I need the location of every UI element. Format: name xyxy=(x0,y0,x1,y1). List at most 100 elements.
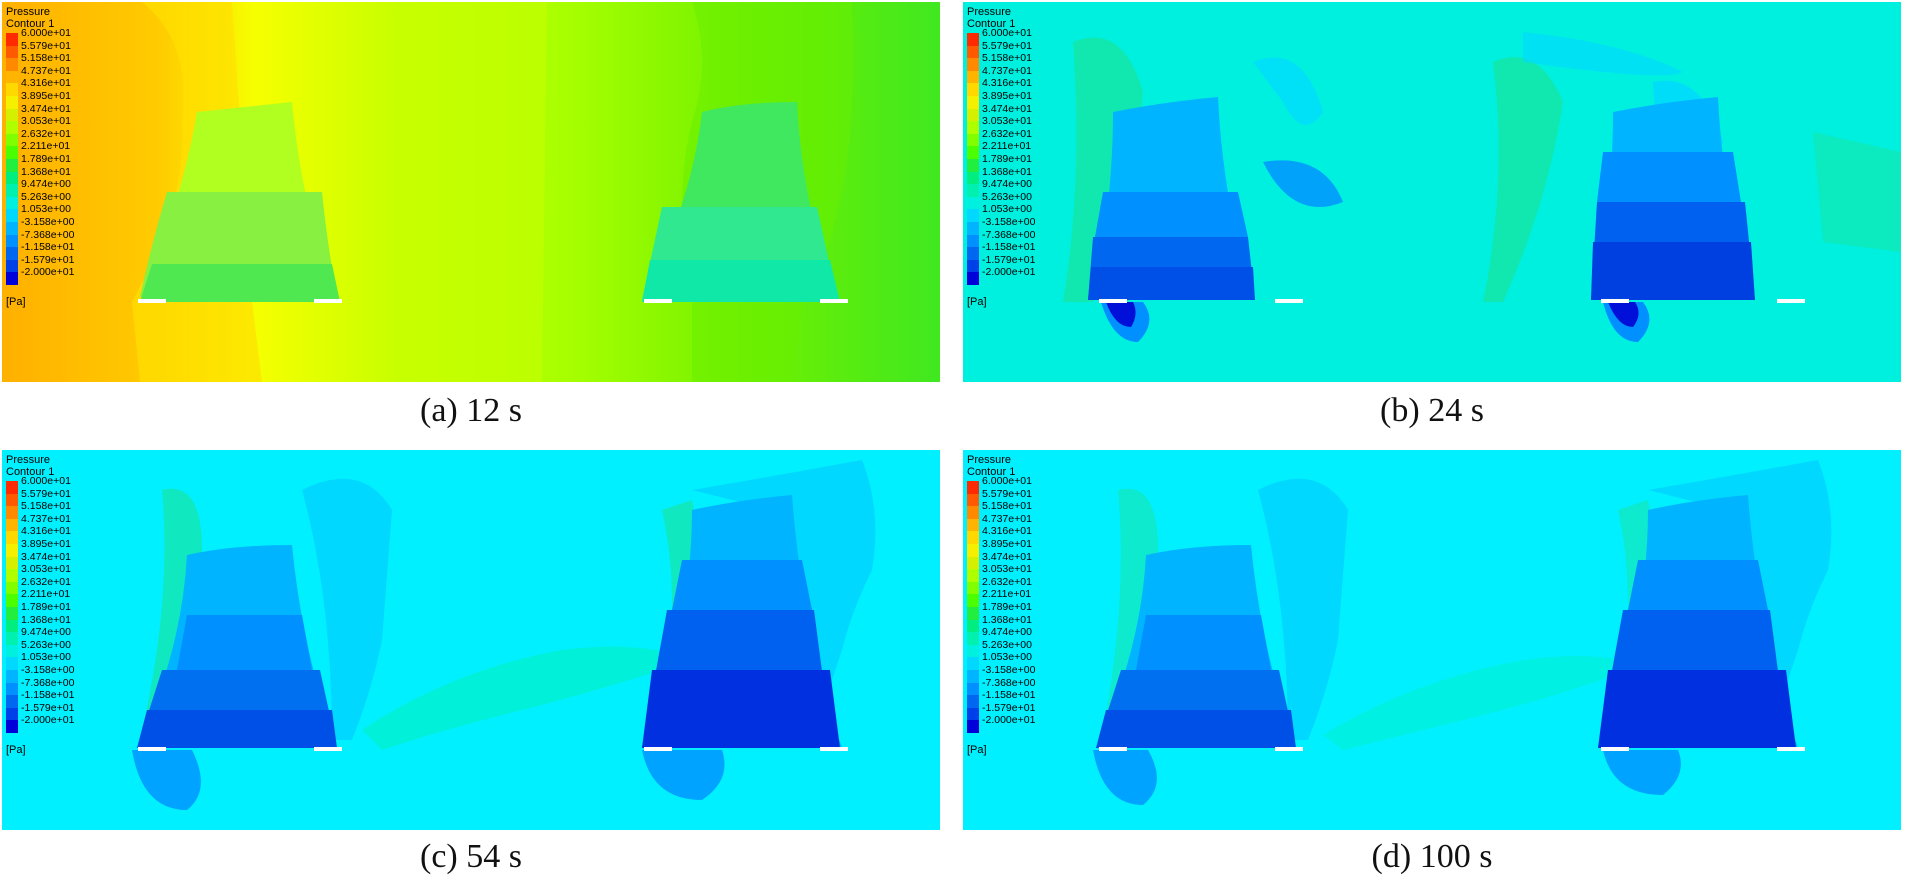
colorbar-band xyxy=(6,569,18,582)
colorbar-tick-label: 2.632e+01 xyxy=(982,127,1032,140)
colorbar-band xyxy=(6,259,18,273)
colorbar-tick-label: -1.579e+01 xyxy=(982,253,1036,266)
colorbar-band xyxy=(967,707,979,721)
colorbar-band xyxy=(6,45,18,59)
colorbar-tick-label: 1.368e+01 xyxy=(982,165,1032,178)
colorbar-tick-labels: 6.000e+01 5.579e+01 5.158e+01 4.737e+01 4.31… xyxy=(982,475,1035,727)
colorbar-band xyxy=(967,518,979,532)
colorbar-tick-label: 2.211e+01 xyxy=(982,140,1032,153)
colorbar-band xyxy=(967,506,979,519)
colorbar-band xyxy=(967,619,979,633)
colorbar-band xyxy=(6,171,18,185)
colorbar xyxy=(967,33,979,285)
colorbar-band xyxy=(6,133,18,147)
colorbar-tick-label: 1.053e+00 xyxy=(982,651,1032,664)
colorbar-tick-label: 5.263e+00 xyxy=(21,638,71,651)
colorbar-tick-label: 5.263e+00 xyxy=(982,638,1032,651)
colorbar-tick-label: 3.053e+01 xyxy=(21,115,71,128)
colorbar-band xyxy=(6,58,18,71)
colorbar-tick-label: 3.895e+01 xyxy=(21,89,71,102)
pressure-contour-plot xyxy=(963,450,1901,830)
colorbar-tick-label: -1.158e+01 xyxy=(21,689,75,702)
colorbar-tick-label: -7.368e+00 xyxy=(21,676,75,689)
colorbar-band xyxy=(6,518,18,532)
colorbar-band xyxy=(6,83,18,96)
caption-b: (b) 24 s xyxy=(1380,392,1484,429)
colorbar-tick-labels: 6.000e+01 5.579e+01 5.158e+01 4.737e+01 4.31… xyxy=(21,475,74,727)
contour-panel-12s: Pressure Contour 1 6.000e+01 5.579e+01 5.1… xyxy=(2,2,940,382)
caption-d: (d) 100 s xyxy=(1371,838,1493,875)
colorbar-tick-label: 4.737e+01 xyxy=(982,512,1032,525)
colorbar-tick-label: 4.316e+01 xyxy=(21,525,71,538)
colorbar-tick-label: 5.579e+01 xyxy=(21,39,71,52)
colorbar-band xyxy=(967,606,979,620)
colorbar-band xyxy=(6,95,18,109)
colorbar-band xyxy=(967,720,979,733)
colorbar-band xyxy=(967,133,979,147)
colorbar-band xyxy=(6,209,18,222)
legend-unit: [Pa] xyxy=(967,744,987,756)
legend-unit: [Pa] xyxy=(6,296,26,308)
colorbar-band xyxy=(967,58,979,71)
colorbar-tick-label: -1.579e+01 xyxy=(982,701,1036,714)
colorbar-tick-label: 3.474e+01 xyxy=(982,550,1032,563)
colorbar-band xyxy=(967,657,979,670)
colorbar-tick-label: -2.000e+01 xyxy=(21,266,75,279)
colorbar-tick-label: 1.789e+01 xyxy=(21,152,71,165)
colorbar-band xyxy=(967,543,979,557)
colorbar-tick-label: 5.579e+01 xyxy=(982,39,1032,52)
colorbar-tick-label: -3.158e+00 xyxy=(21,215,75,228)
colorbar-band xyxy=(967,121,979,134)
colorbar-tick-label: 2.211e+01 xyxy=(21,588,71,601)
colorbar-band xyxy=(6,184,18,197)
colorbar-tick-label: -1.579e+01 xyxy=(21,253,75,266)
legend-title: Pressure Contour 1 xyxy=(967,6,1016,30)
colorbar-tick-label: 5.158e+01 xyxy=(21,500,71,513)
colorbar-band xyxy=(967,259,979,273)
colorbar-band xyxy=(6,707,18,721)
colorbar-tick-label: 1.053e+00 xyxy=(21,651,71,664)
colorbar-tick-label: -1.158e+01 xyxy=(982,689,1036,702)
colorbar xyxy=(6,33,18,285)
colorbar-tick-label: 2.632e+01 xyxy=(21,127,71,140)
colorbar-band xyxy=(967,632,979,645)
legend-unit: [Pa] xyxy=(6,744,26,756)
colorbar-tick-label: 1.053e+00 xyxy=(21,203,71,216)
colorbar-band xyxy=(6,669,18,683)
colorbar-legend: Pressure Contour 1 6.000e+01 5.579e+01 5.1… xyxy=(6,6,74,308)
colorbar-tick-label: -2.000e+01 xyxy=(21,714,75,727)
colorbar-band xyxy=(6,121,18,134)
legend-title: Pressure Contour 1 xyxy=(967,454,1016,478)
colorbar-tick-label: 5.579e+01 xyxy=(982,487,1032,500)
colorbar xyxy=(967,481,979,733)
colorbar-band xyxy=(967,556,979,570)
caption-a: (a) 12 s xyxy=(420,392,522,429)
colorbar-legend: Pressure Contour 1 6.000e+01 5.579e+01 5.1… xyxy=(967,454,1035,756)
colorbar-band xyxy=(967,272,979,285)
colorbar-tick-label: 6.000e+01 xyxy=(982,27,1032,39)
colorbar-tick-label: 1.053e+00 xyxy=(982,203,1032,216)
colorbar-band xyxy=(967,669,979,683)
colorbar-tick-label: 1.368e+01 xyxy=(982,613,1032,626)
colorbar-tick-label: 2.211e+01 xyxy=(982,588,1032,601)
colorbar-band xyxy=(6,606,18,620)
colorbar-tick-label: 9.474e+00 xyxy=(21,626,71,639)
colorbar-band xyxy=(967,146,979,159)
colorbar-tick-label: 5.263e+00 xyxy=(21,190,71,203)
colorbar-band xyxy=(967,594,979,607)
colorbar-band xyxy=(967,695,979,708)
colorbar-band xyxy=(967,83,979,96)
colorbar-band xyxy=(967,531,979,544)
colorbar-legend: Pressure Contour 1 6.000e+01 5.579e+01 5.1… xyxy=(967,6,1035,308)
colorbar-band xyxy=(967,221,979,235)
colorbar-tick-label: 1.789e+01 xyxy=(21,600,71,613)
colorbar-band xyxy=(967,196,979,210)
colorbar-band xyxy=(967,209,979,222)
colorbar-band xyxy=(6,543,18,557)
colorbar-tick-label: 3.474e+01 xyxy=(21,550,71,563)
colorbar-band xyxy=(967,95,979,109)
colorbar-band xyxy=(6,531,18,544)
colorbar-tick-label: 5.579e+01 xyxy=(21,487,71,500)
colorbar-tick-label: 4.316e+01 xyxy=(982,525,1032,538)
colorbar-tick-label: -3.158e+00 xyxy=(21,663,75,676)
